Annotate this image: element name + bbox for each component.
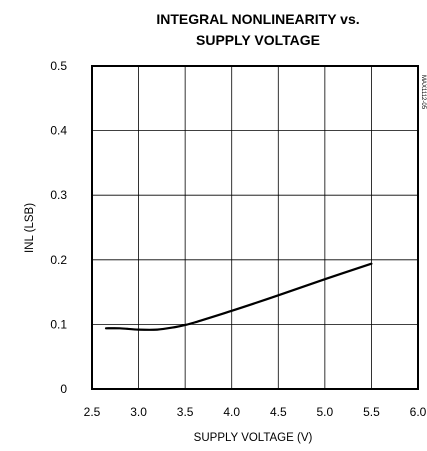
x-tick-labels: 2.5 3.0 3.5 4.0 4.5 5.0 5.5 6.0 [84,405,427,419]
chart-title-line-2: SUPPLY VOLTAGE [196,32,320,48]
x-tick-label: 4.5 [270,405,287,419]
y-tick-label: 0.4 [50,124,67,138]
x-tick-label: 3.5 [177,405,194,419]
x-tick-label: 4.0 [223,405,240,419]
x-axis-label: SUPPLY VOLTAGE (V) [194,432,313,444]
y-tick-labels: 0 0.1 0.2 0.3 0.4 0.5 [50,59,67,396]
x-tick-label: 3.0 [130,405,147,419]
x-tick-label: 5.5 [363,405,380,419]
plot-frame [91,65,419,390]
x-tick-label: 2.5 [84,405,101,419]
y-tick-label: 0.2 [50,253,67,267]
y-axis-label: INL (LSB) [24,203,36,253]
inl-series-line [104,262,373,331]
y-tick-label: 0 [60,382,67,396]
chart-title-line-1: INTEGRAL NONLINEARITY vs. [156,11,359,27]
figure-code: MAX1112-05 [420,75,426,110]
x-tick-label: 6.0 [410,405,427,419]
y-tick-label: 0.1 [50,317,67,331]
x-tick-label: 5.0 [317,405,334,419]
y-tick-label: 0.5 [50,59,67,73]
y-tick-label: 0.3 [50,188,67,202]
grid-lines [92,66,418,389]
